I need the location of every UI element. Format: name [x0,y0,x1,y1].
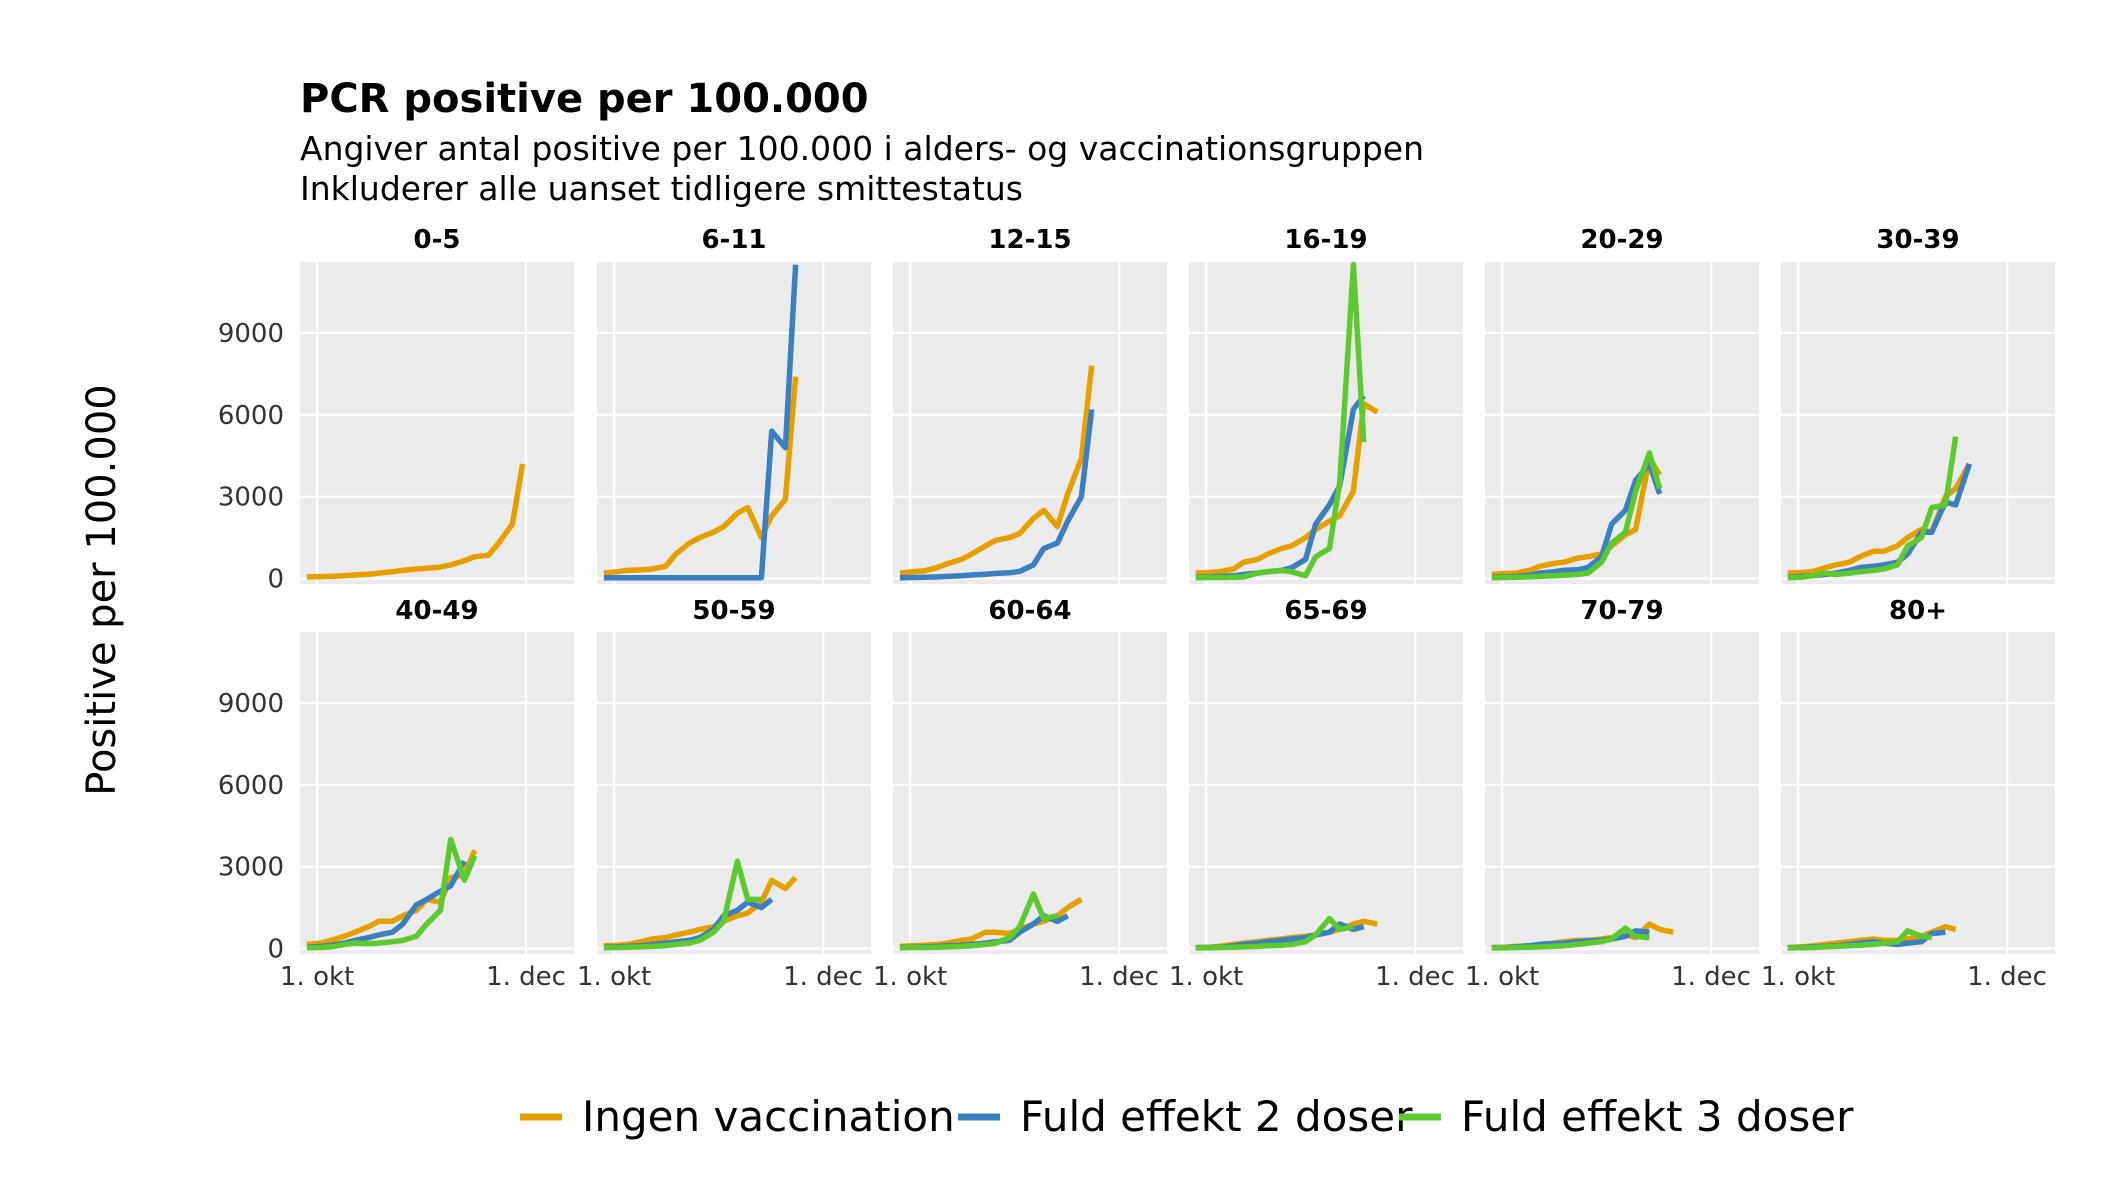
panel-background [1189,632,1463,954]
panel-80+: 80+ 1. okt 1. dec [1761,596,2055,992]
facet-label: 65-69 [1284,596,1367,626]
series-line-Fuld effekt 3 doser [1195,915,1354,951]
x-tick-label: 1. dec [1079,962,1159,992]
legend-item-Ingen vaccination: Ingen vaccination [520,1092,955,1141]
series-line-Ingen vaccination [1195,401,1379,576]
legend-label: Ingen vaccination [582,1092,955,1141]
y-tick-label: 0 [267,935,284,965]
panel-40-49: 40-49 0 3000 6000 9000 1. okt 1. dec [218,596,574,992]
legend-item-Fuld effekt 3 doser: Fuld effekt 3 doser [1399,1092,1854,1141]
facet-label: 6-11 [701,225,766,255]
series-line-Fuld effekt 3 doser [1787,928,1933,951]
series-line-Fuld effekt 3 doser [1787,436,1959,581]
y-tick-label: 9000 [218,689,284,719]
facet-label: 12-15 [988,225,1071,255]
series-line-Fuld effekt 3 doser [603,858,762,951]
panel-12-15: 12-15 [893,225,1167,584]
facet-label: 80+ [1889,596,1947,626]
panel-grid: 0-5 0 3000 6000 9000 6-11 12-15 16-19 20-29 30-39… [218,225,2055,992]
series-line-Ingen vaccination [899,365,1095,576]
y-tick-label: 3000 [218,483,284,513]
panel-20-29: 20-29 [1485,225,1759,584]
panel-background [300,262,574,584]
facet-label: 50-59 [692,596,775,626]
panel-background [597,632,871,954]
panel-70-79: 70-79 1. okt 1. dec [1465,596,1759,992]
legend-label: Fuld effekt 2 doser [1020,1092,1413,1141]
y-tick-label: 3000 [218,853,284,883]
panel-65-69: 65-69 1. okt 1. dec [1169,596,1463,992]
panel-background [1485,262,1759,584]
x-tick-label: 1. okt [280,962,354,992]
x-tick-label: 1. okt [1169,962,1243,992]
x-tick-label: 1. dec [1375,962,1455,992]
facet-label: 16-19 [1284,225,1367,255]
panel-30-39: 30-39 [1781,225,2055,584]
panel-6-11: 6-11 [597,225,871,584]
series-line-Ingen vaccination [1491,455,1663,578]
facet-label: 60-64 [988,596,1071,626]
chart-title: PCR positive per 100.000 [300,76,869,122]
panel-background [597,262,871,584]
series-line-Fuld effekt 3 doser [1195,261,1367,581]
series-line-Fuld effekt 3 doser [899,891,1058,951]
panel-background [300,632,574,954]
y-axis-label: Positive per 100.000 [79,384,125,795]
panel-0-5: 0-5 0 3000 6000 9000 [218,225,574,595]
facet-label: 0-5 [414,225,461,255]
x-tick-label: 1. okt [1761,962,1835,992]
panel-background [893,262,1167,584]
legend: Ingen vaccination Fuld effekt 2 doser Fuld… [520,1092,1854,1141]
facet-label: 30-39 [1876,225,1959,255]
panel-60-64: 60-64 1. okt 1. dec [873,596,1167,992]
facet-label: 70-79 [1580,596,1663,626]
series-line-Ingen vaccination [603,875,798,949]
x-tick-label: 1. dec [1967,962,2047,992]
series-line-Fuld effekt 3 doser [1491,450,1663,581]
y-tick-label: 9000 [218,319,284,349]
panel-background [1485,632,1759,954]
x-tick-label: 1. dec [486,962,566,992]
series-line-Fuld effekt 3 doser [1491,925,1650,951]
x-tick-label: 1. dec [783,962,863,992]
facet-label: 40-49 [395,596,478,626]
panel-16-19: 16-19 [1189,225,1463,584]
panel-background [1781,632,2055,954]
panel-50-59: 50-59 1. okt 1. dec [577,596,871,992]
y-tick-label: 6000 [218,771,284,801]
facet-label: 20-29 [1580,225,1663,255]
x-tick-label: 1. okt [577,962,651,992]
chart-subtitle-line-1: Angiver antal positive per 100.000 i ald… [300,129,1424,168]
x-tick-label: 1. dec [1671,962,1751,992]
panel-background [1189,262,1463,584]
series-line-Fuld effekt 3 doser [306,836,478,951]
x-tick-label: 1. okt [873,962,947,992]
y-tick-label: 6000 [218,401,284,431]
series-line-Ingen vaccination [306,463,526,580]
series-line-Fuld effekt 2 doser [603,264,799,581]
legend-item-Fuld effekt 2 doser: Fuld effekt 2 doser [958,1092,1413,1141]
y-tick-label: 0 [267,565,284,595]
series-line-Fuld effekt 2 doser [899,409,1095,581]
x-tick-label: 1. okt [1465,962,1539,992]
legend-label: Fuld effekt 3 doser [1461,1092,1854,1141]
chart-subtitle-line-2: Inkluderer alle uanset tidligere smittes… [300,169,1023,208]
